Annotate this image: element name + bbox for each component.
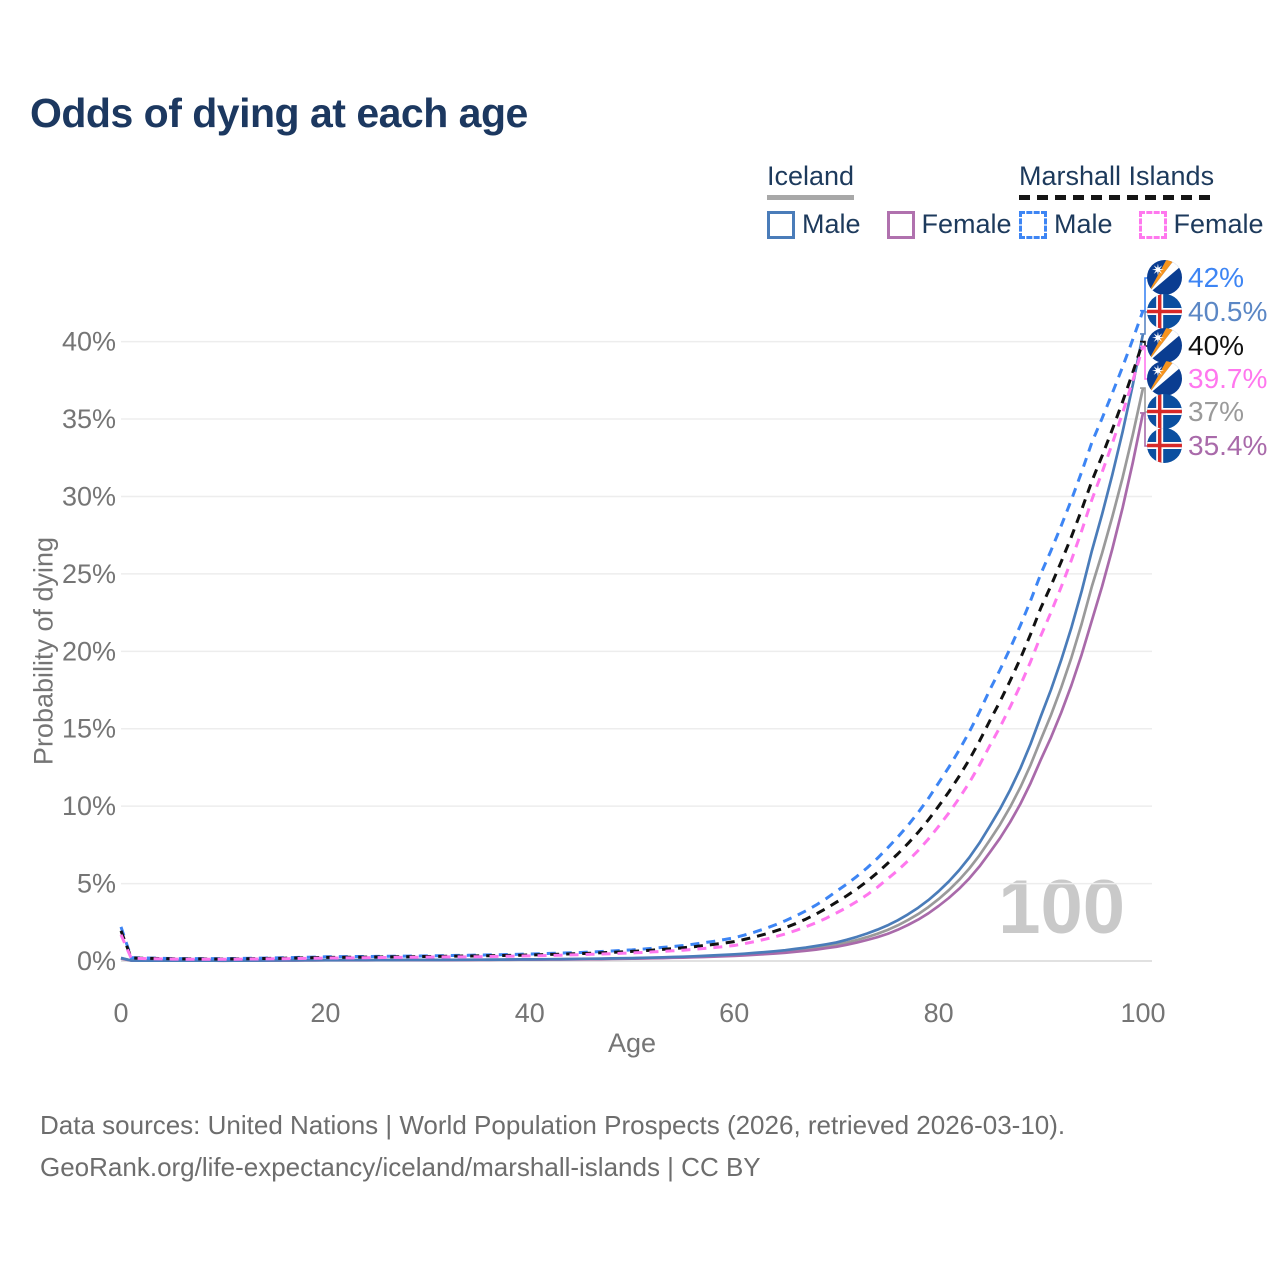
legend-heading-iceland-label: Iceland bbox=[767, 161, 855, 191]
marshall-islands-flag-icon bbox=[1147, 361, 1182, 396]
legend-item-label: Female bbox=[1173, 209, 1264, 239]
legend-heading-marshall: Marshall Islands bbox=[1019, 161, 1215, 200]
footer-line-1: Data sources: United Nations | World Pop… bbox=[40, 1110, 1066, 1140]
footer-line-2: GeoRank.org/life-expectancy/iceland/mars… bbox=[40, 1152, 761, 1183]
endpoint-label-iceland-male: 40.5% bbox=[1147, 294, 1267, 329]
iceland-male-swatch-icon bbox=[767, 210, 795, 239]
page-title: Odds of dying at each age bbox=[30, 90, 528, 136]
endpoint-label-marshall-total: 40% bbox=[1147, 328, 1244, 363]
svg-text:10%: 10% bbox=[62, 791, 116, 821]
age-counter-watermark: 100 bbox=[998, 865, 1125, 950]
legend-underline-dashed bbox=[1019, 195, 1215, 200]
legend-group-marshall-islands: Marshall Islands Male Female bbox=[1019, 161, 1264, 240]
legend-item-label: Female bbox=[921, 209, 1012, 239]
legend-group-iceland: Iceland Male Female bbox=[767, 161, 1012, 240]
data-source-footer: Data sources: United Nations | World Pop… bbox=[40, 1104, 1065, 1188]
svg-text:30%: 30% bbox=[62, 481, 116, 511]
y-axis-title: Probability of dying bbox=[28, 536, 59, 766]
svg-text:25%: 25% bbox=[62, 559, 116, 589]
iceland-flag-icon bbox=[1147, 294, 1182, 329]
svg-text:0%: 0% bbox=[77, 946, 116, 976]
legend-heading-iceland: Iceland bbox=[767, 161, 855, 200]
marshall-islands-flag-icon bbox=[1147, 328, 1182, 363]
x-axis-title: Age bbox=[607, 1028, 657, 1058]
endpoint-value: 42% bbox=[1188, 261, 1245, 293]
endpoint-value: 40.5% bbox=[1188, 295, 1268, 327]
endpoint-label-marshall-female: 39.7% bbox=[1147, 361, 1267, 396]
marshall-male-swatch-icon bbox=[1019, 210, 1047, 239]
endpoint-value: 40% bbox=[1188, 329, 1245, 361]
svg-text:20: 20 bbox=[310, 998, 340, 1028]
legend-item-iceland-male[interactable]: Male bbox=[767, 209, 861, 240]
legend-item-marshall-female[interactable]: Female bbox=[1138, 209, 1264, 240]
endpoint-label-iceland-total: 37% bbox=[1147, 394, 1244, 429]
endpoint-label-iceland-female: 35.4% bbox=[1147, 428, 1267, 463]
svg-text:40: 40 bbox=[515, 998, 545, 1028]
svg-text:60: 60 bbox=[719, 998, 749, 1028]
legend-item-label: Male bbox=[802, 209, 861, 239]
endpoint-value: 39.7% bbox=[1188, 362, 1268, 394]
endpoint-value: 35.4% bbox=[1188, 429, 1268, 461]
legend-heading-marshall-label: Marshall Islands bbox=[1019, 161, 1215, 191]
svg-text:100: 100 bbox=[1120, 998, 1165, 1028]
legend-item-iceland-female[interactable]: Female bbox=[886, 209, 1012, 240]
iceland-female-swatch-icon bbox=[886, 210, 915, 239]
svg-text:20%: 20% bbox=[62, 636, 116, 666]
iceland-flag-icon bbox=[1147, 428, 1182, 463]
endpoint-label-marshall-male: 42% bbox=[1147, 260, 1244, 295]
iceland-flag-icon bbox=[1147, 394, 1182, 429]
endpoint-value: 37% bbox=[1188, 395, 1245, 427]
legend-item-label: Male bbox=[1054, 209, 1113, 239]
legend-underline-solid bbox=[767, 195, 855, 200]
marshall-islands-flag-icon bbox=[1147, 260, 1182, 295]
svg-text:15%: 15% bbox=[62, 714, 116, 744]
svg-text:40%: 40% bbox=[62, 327, 116, 357]
svg-text:5%: 5% bbox=[77, 869, 116, 899]
svg-text:80: 80 bbox=[924, 998, 954, 1028]
svg-text:0: 0 bbox=[113, 998, 128, 1028]
legend-item-marshall-male[interactable]: Male bbox=[1019, 209, 1113, 240]
marshall-female-swatch-icon bbox=[1138, 210, 1167, 239]
svg-text:35%: 35% bbox=[62, 404, 116, 434]
